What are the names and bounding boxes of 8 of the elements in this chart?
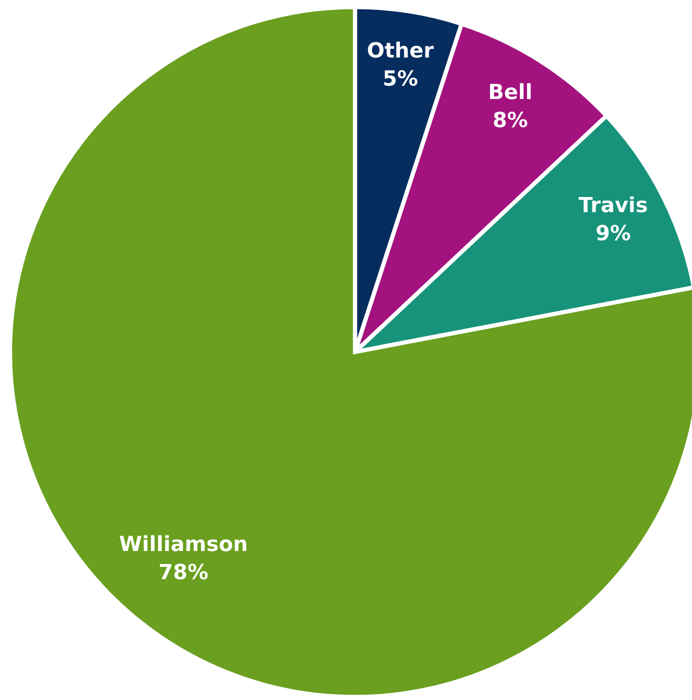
slice-label: Williamson	[120, 535, 246, 552]
slice-label: Bell	[490, 83, 531, 100]
data-label: 9%	[596, 224, 630, 241]
data-label: 78%	[160, 564, 208, 580]
data-label: 5%	[384, 70, 418, 86]
slice-label: Travis	[578, 196, 647, 212]
data-label: 8%	[494, 112, 528, 128]
slice-label: Other	[368, 42, 434, 58]
